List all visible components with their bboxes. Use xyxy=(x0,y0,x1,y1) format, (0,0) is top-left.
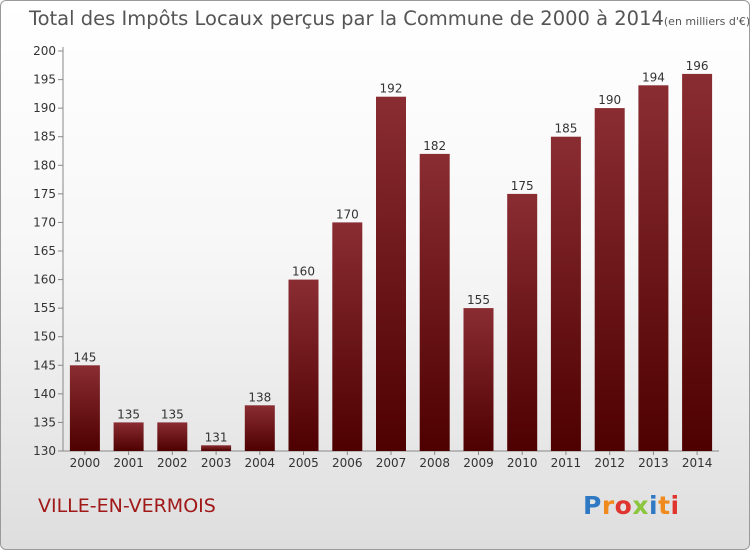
chart-title: Total des Impôts Locaux perçus par la Co… xyxy=(29,7,750,30)
x-tick-label: 2001 xyxy=(113,456,144,470)
data-label: 194 xyxy=(642,70,665,84)
data-label: 185 xyxy=(554,122,577,136)
x-tick-label: 2009 xyxy=(463,456,494,470)
bar-2014 xyxy=(682,73,713,452)
logo-letter: o xyxy=(614,491,633,520)
data-label: 175 xyxy=(511,179,534,193)
x-tick-label: 2008 xyxy=(419,456,450,470)
bar-2013 xyxy=(638,85,669,452)
bar-2003 xyxy=(201,445,232,451)
proxiti-logo: Proxiti xyxy=(583,491,680,520)
x-tick-label: 2000 xyxy=(70,456,101,470)
data-label: 138 xyxy=(248,390,271,404)
data-label: 155 xyxy=(467,293,490,307)
x-tick-label: 2014 xyxy=(682,456,713,470)
bar-2010 xyxy=(507,193,538,451)
bar-2008 xyxy=(419,153,450,451)
data-label: 131 xyxy=(205,430,228,444)
y-tick-label: 155 xyxy=(33,301,56,315)
data-label: 160 xyxy=(292,265,315,279)
y-tick-label: 150 xyxy=(33,330,56,344)
y-tick-label: 160 xyxy=(33,273,56,287)
chart-title-unit: (en milliers d'€) xyxy=(663,15,750,28)
bar-2007 xyxy=(376,96,406,451)
bar-2002 xyxy=(157,422,188,451)
data-label: 196 xyxy=(686,59,709,73)
bar-2000 xyxy=(69,365,100,451)
bar-2011 xyxy=(550,136,581,451)
bar-2005 xyxy=(288,279,319,451)
logo-letter: r xyxy=(601,491,615,520)
bar-2001 xyxy=(113,422,144,451)
logo-letter: t xyxy=(658,491,671,520)
y-tick-label: 190 xyxy=(33,101,56,115)
y-tick-label: 165 xyxy=(33,244,56,258)
logo-letter: P xyxy=(583,491,602,520)
x-tick-label: 2006 xyxy=(332,456,363,470)
y-tick-label: 135 xyxy=(33,415,56,429)
data-label: 192 xyxy=(380,82,403,96)
commune-name: VILLE-EN-VERMOIS xyxy=(38,495,216,517)
y-tick-label: 175 xyxy=(33,187,56,201)
logo-letter: i xyxy=(670,491,680,520)
bar-2006 xyxy=(332,222,363,451)
y-tick-label: 200 xyxy=(33,44,56,58)
data-label: 135 xyxy=(161,407,184,421)
x-tick-label: 2013 xyxy=(638,456,669,470)
bar-2012 xyxy=(594,108,625,451)
data-label: 135 xyxy=(117,407,140,421)
x-tick-label: 2007 xyxy=(376,456,407,470)
data-label: 190 xyxy=(598,93,621,107)
x-tick-label: 2010 xyxy=(507,456,538,470)
y-tick-label: 145 xyxy=(33,358,56,372)
x-tick-label: 2012 xyxy=(594,456,625,470)
chart-title-main: Total des Impôts Locaux perçus par la Co… xyxy=(29,7,664,30)
y-tick-label: 140 xyxy=(33,387,56,401)
data-label: 182 xyxy=(423,139,446,153)
bar-2004 xyxy=(244,405,275,451)
y-tick-label: 180 xyxy=(33,158,56,172)
x-tick-label: 2002 xyxy=(157,456,188,470)
x-tick-label: 2011 xyxy=(551,456,582,470)
data-label: 145 xyxy=(73,350,96,364)
logo-letter: x xyxy=(632,491,649,520)
y-tick-label: 130 xyxy=(33,444,56,458)
y-tick-label: 170 xyxy=(33,215,56,229)
x-tick-label: 2003 xyxy=(201,456,232,470)
logo-letter: i xyxy=(649,491,659,520)
y-tick-label: 185 xyxy=(33,130,56,144)
data-label: 170 xyxy=(336,207,359,221)
x-tick-label: 2004 xyxy=(245,456,276,470)
y-tick-label: 195 xyxy=(33,73,56,87)
bar-2009 xyxy=(463,308,494,451)
x-tick-label: 2005 xyxy=(288,456,319,470)
